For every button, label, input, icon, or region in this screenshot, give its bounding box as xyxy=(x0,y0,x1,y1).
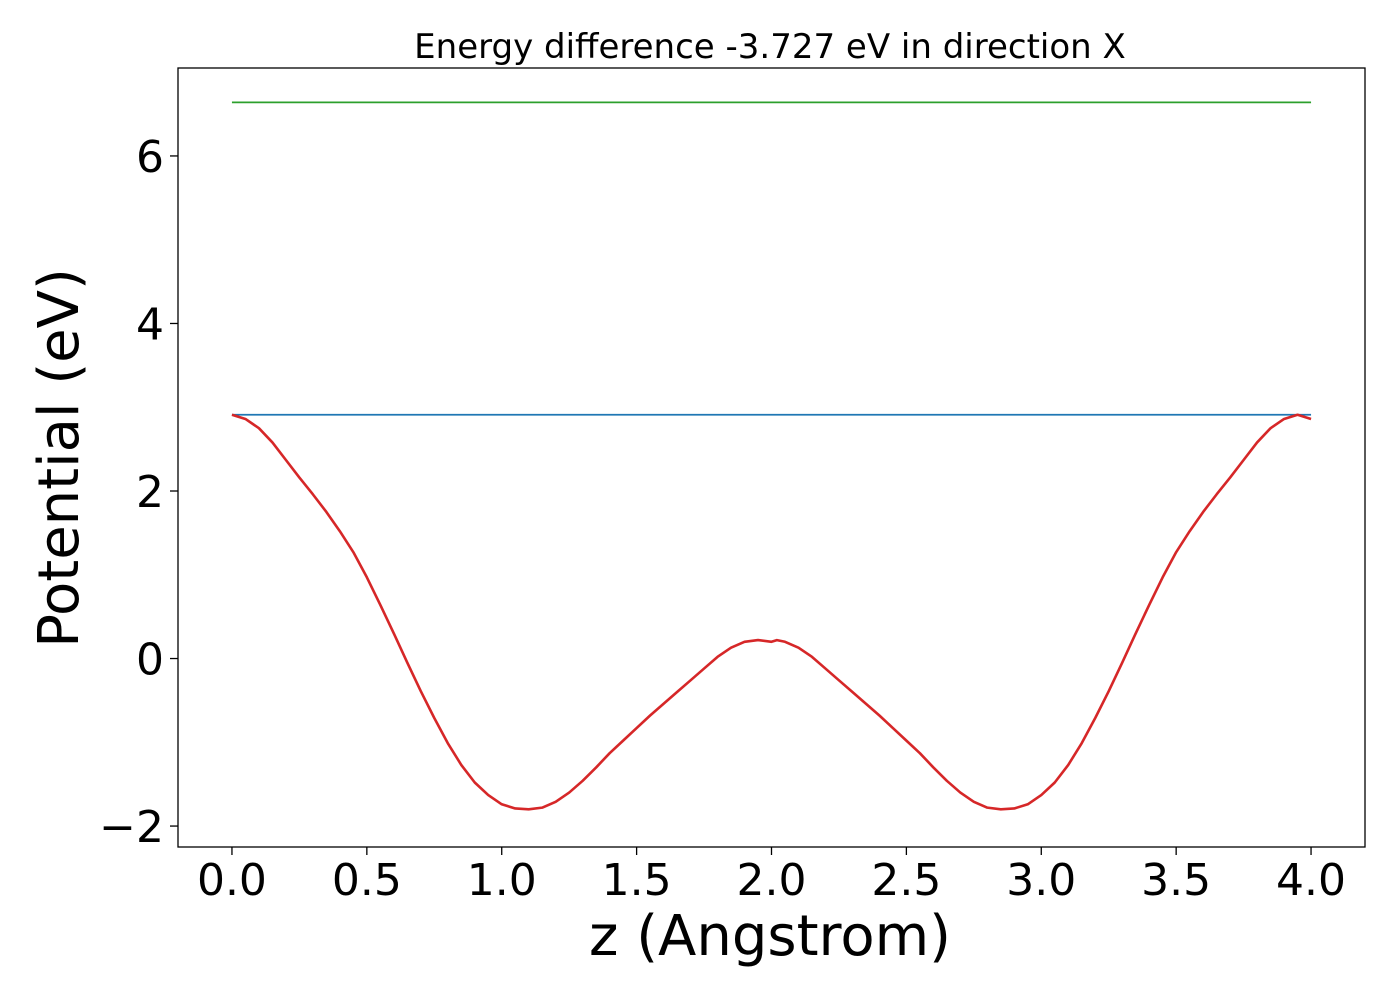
x-tick-label: 3.5 xyxy=(1141,855,1211,906)
x-tick-label: 1.0 xyxy=(467,855,537,906)
x-tick-label: 0.0 xyxy=(197,855,267,906)
y-tick-label: 6 xyxy=(136,132,164,183)
y-axis-label: Potential (eV) xyxy=(27,268,92,648)
x-tick-label: 4.0 xyxy=(1276,855,1346,906)
chart-title: Energy difference -3.727 eV in direction… xyxy=(414,27,1126,67)
x-tick-label: 3.0 xyxy=(1006,855,1076,906)
y-axis-ticks: −2 0 2 4 6 xyxy=(99,132,178,853)
y-tick-label: −2 xyxy=(99,802,164,853)
x-tick-label: 1.5 xyxy=(602,855,672,906)
x-tick-label: 0.5 xyxy=(332,855,402,906)
y-tick-label: 4 xyxy=(136,299,164,350)
plot-frame xyxy=(177,67,1366,848)
x-axis-label: z (Angstrom) xyxy=(589,904,951,969)
x-axis-ticks: 0.0 0.5 1.0 1.5 2.0 2.5 3.0 3.5 4.0 xyxy=(197,847,1346,906)
y-tick-label: 2 xyxy=(136,467,164,518)
potential-curve-line xyxy=(231,413,1312,811)
x-tick-label: 2.0 xyxy=(737,855,807,906)
x-tick-label: 2.5 xyxy=(871,855,941,906)
y-tick-label: 0 xyxy=(136,635,164,686)
series-group xyxy=(231,101,1312,811)
